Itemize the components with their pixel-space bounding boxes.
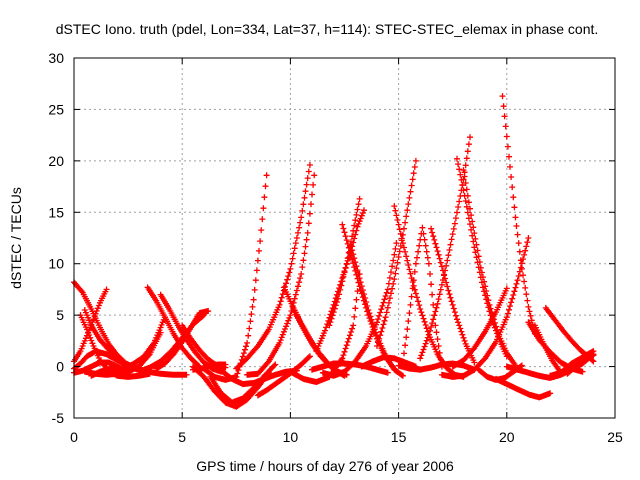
x-tick-label: 5 — [178, 429, 186, 445]
series-markers — [319, 240, 400, 379]
y-tick-label: -5 — [52, 410, 65, 426]
series-17 — [200, 172, 270, 383]
series-39 — [460, 167, 519, 369]
x-tick-label: 25 — [607, 429, 623, 445]
series-44 — [493, 375, 554, 401]
series-8 — [88, 314, 168, 379]
series-markers — [531, 322, 564, 376]
y-tick-label: 30 — [48, 50, 64, 66]
series-49 — [564, 352, 597, 377]
series-12 — [135, 312, 207, 375]
series-markers — [449, 285, 510, 370]
y-tick-label: 25 — [48, 101, 64, 117]
y-tick-label: 5 — [56, 307, 64, 323]
series-30 — [319, 240, 400, 379]
x-tick-label: 20 — [499, 429, 515, 445]
y-tick-label: 20 — [48, 153, 64, 169]
y-tick-label: 10 — [48, 256, 64, 272]
x-tick-label: 0 — [70, 429, 78, 445]
series-markers — [499, 93, 538, 337]
series-markers — [88, 314, 168, 379]
series-9 — [144, 284, 203, 370]
series-37 — [417, 134, 473, 362]
plot-frame — [73, 57, 616, 419]
series-markers — [200, 172, 270, 383]
series-42 — [499, 93, 538, 337]
series-19 — [233, 162, 313, 372]
series-32 — [374, 157, 419, 349]
series-markers — [233, 162, 313, 372]
series-50 — [531, 322, 564, 376]
series-markers — [460, 167, 519, 369]
x-axis-label: GPS time / hours of day 276 of year 2006 — [196, 458, 454, 474]
series-markers — [564, 352, 597, 377]
x-tick-label: 15 — [391, 429, 407, 445]
data-points — [71, 93, 597, 410]
axis-ticks: 0 5 10 15 20 25 -5 0 5 10 15 20 25 30 — [48, 50, 623, 445]
series-markers — [493, 375, 554, 401]
chart-title: dSTEC Iono. truth (pdel, Lon=334, Lat=37… — [56, 21, 599, 37]
series-34 — [399, 224, 445, 370]
series-markers — [374, 157, 419, 349]
series-markers — [438, 235, 532, 380]
series-markers — [144, 284, 203, 370]
series-41 — [449, 285, 510, 370]
y-axis-label: dSTEC / TECUs — [8, 187, 24, 289]
series-40 — [438, 235, 532, 380]
series-markers — [417, 134, 473, 362]
x-tick-label: 10 — [283, 429, 299, 445]
y-tick-label: 15 — [48, 204, 64, 220]
y-tick-label: 0 — [56, 359, 64, 375]
series-markers — [399, 224, 445, 370]
series-markers — [135, 312, 207, 375]
